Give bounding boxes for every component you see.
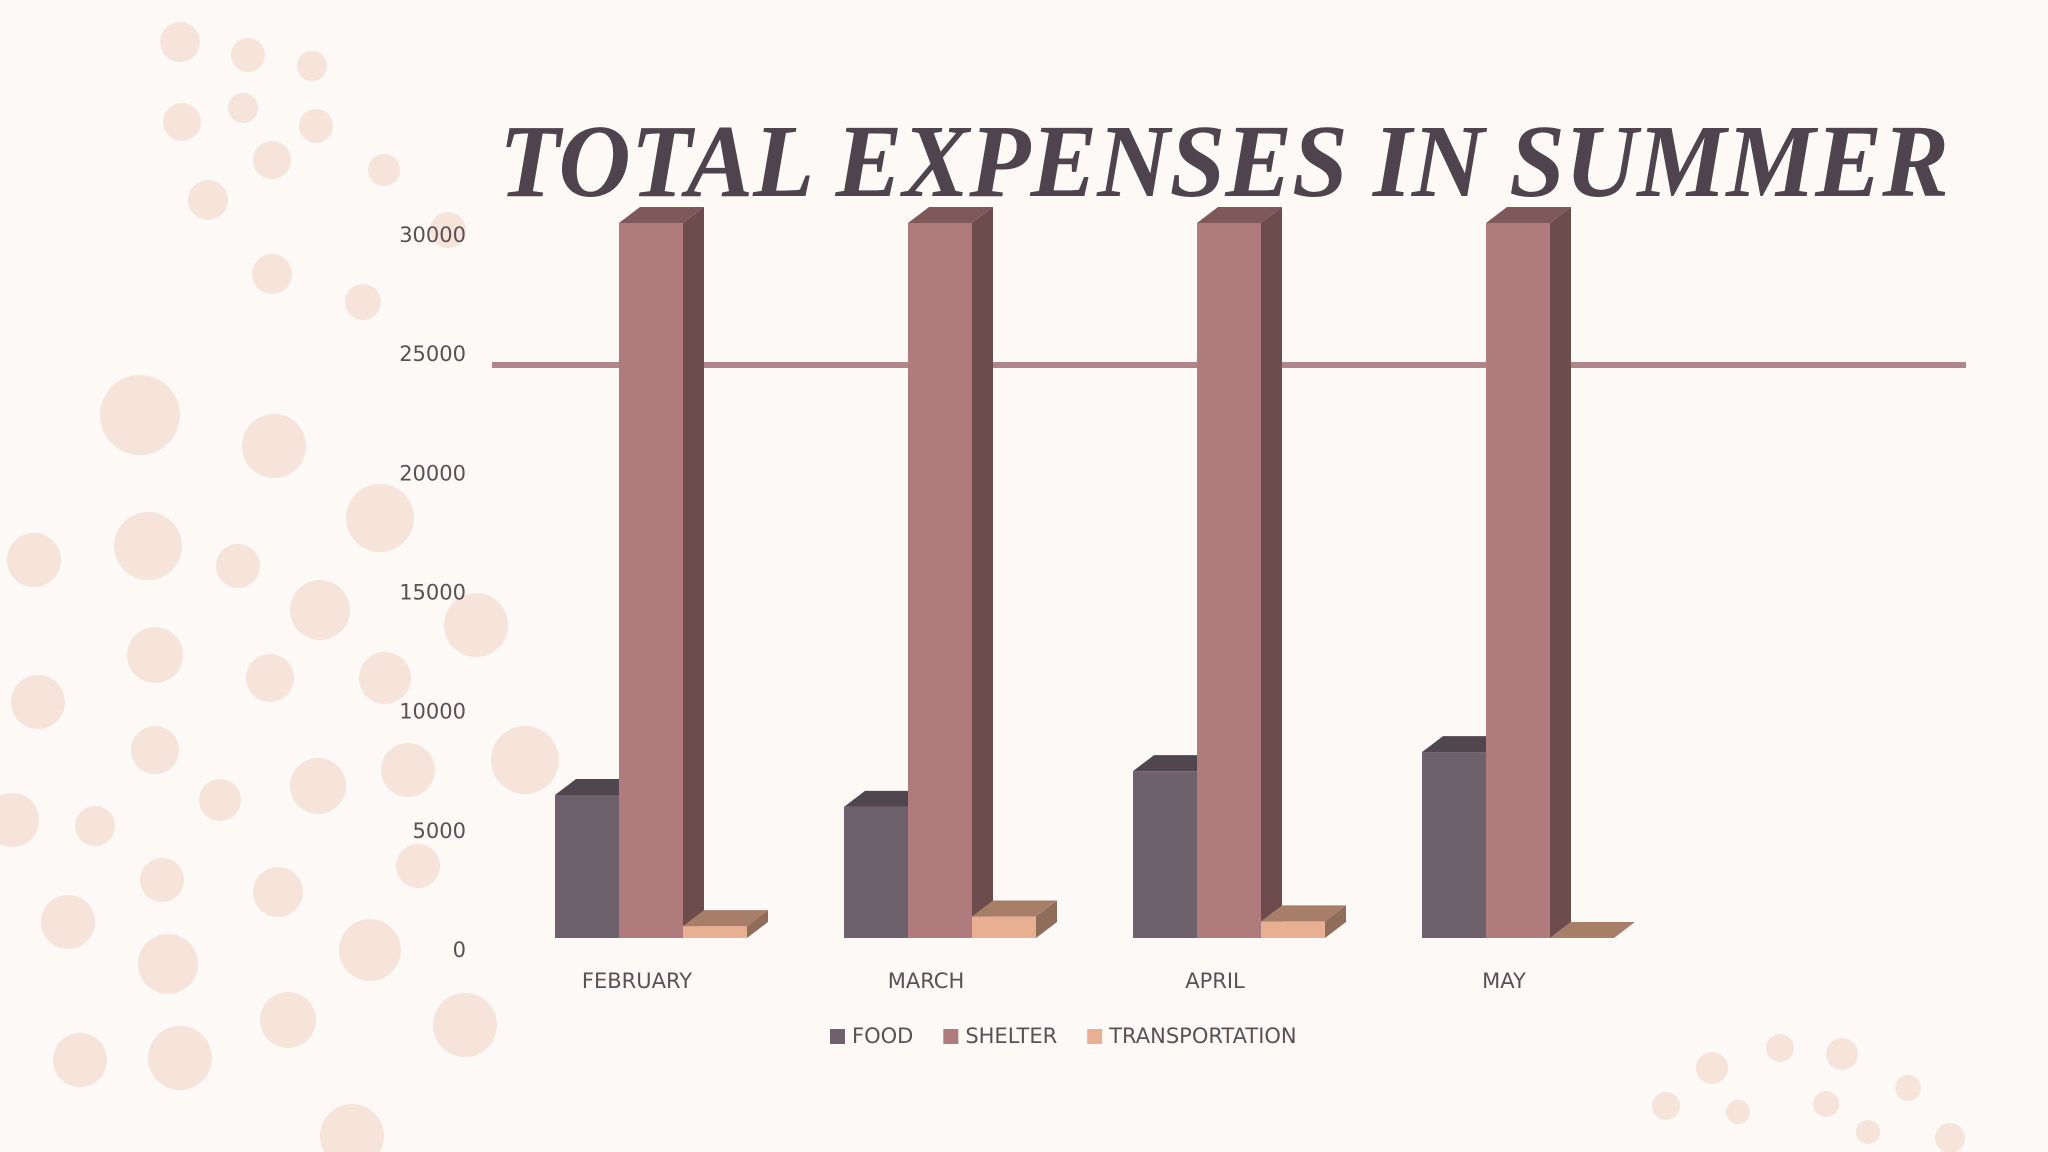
plot: 0 5000 10000 15000 20000 25000 30000 FEBRUARY MA… <box>399 207 1635 1048</box>
y-tick-label: 10000 <box>399 700 466 724</box>
bar-side <box>972 207 993 938</box>
y-tick-label: 30000 <box>399 223 466 247</box>
chart-title: TOTAL EXPENSES IN SUMMER <box>499 104 1949 219</box>
bar-top <box>1486 207 1571 223</box>
bar-front <box>555 795 619 938</box>
decoration-dots <box>0 22 1965 1152</box>
legend-label: FOOD <box>852 1024 913 1048</box>
bar-top <box>972 900 1057 917</box>
y-tick-label: 25000 <box>399 342 466 366</box>
bar <box>1550 922 1635 938</box>
bar-top <box>844 790 929 807</box>
bar-side <box>1550 207 1571 938</box>
bar-front <box>972 916 1036 938</box>
bar-side <box>1261 207 1282 938</box>
x-tick-label: FEBRUARY <box>582 969 692 993</box>
bar <box>619 207 704 938</box>
bar-front <box>1197 223 1261 938</box>
legend-label: TRANSPORTATION <box>1108 1024 1296 1048</box>
bar-front <box>1261 921 1325 938</box>
bar <box>972 900 1057 938</box>
legend-swatch <box>943 1029 959 1044</box>
bar-side <box>683 207 704 938</box>
bar-top <box>1197 207 1282 223</box>
bar-front <box>844 806 908 938</box>
x-tick-label: MARCH <box>888 969 964 993</box>
legend-swatch <box>830 1029 845 1044</box>
bar-top <box>555 779 640 795</box>
bar-front <box>1133 771 1197 938</box>
bar-front <box>1422 752 1486 938</box>
y-tick-label: 5000 <box>413 819 466 843</box>
bar <box>1486 207 1571 938</box>
bar-side <box>747 910 768 938</box>
legend-swatch <box>1087 1029 1103 1044</box>
bar-front <box>908 223 972 938</box>
bar <box>1261 905 1346 938</box>
bar <box>683 910 768 938</box>
y-tick-label: 15000 <box>399 581 466 605</box>
x-tick-label: MAY <box>1482 969 1526 993</box>
bar-top <box>619 207 704 223</box>
bar-front <box>619 223 683 938</box>
bar-top <box>1261 905 1346 922</box>
y-tick-label: 20000 <box>399 461 466 485</box>
bar-side <box>1036 900 1057 938</box>
bar <box>1197 207 1282 938</box>
bar-top <box>1550 922 1635 938</box>
bar-side <box>1325 905 1346 938</box>
bar <box>908 207 993 938</box>
x-tick-label: APRIL <box>1185 969 1245 993</box>
bar-front <box>1486 223 1550 938</box>
bar-top <box>908 207 993 223</box>
bar-top <box>1133 755 1218 772</box>
legend-label: SHELTER <box>965 1024 1057 1048</box>
bar-top <box>683 910 768 927</box>
y-tick-label: 0 <box>453 938 466 962</box>
bar-top <box>1422 736 1507 753</box>
bar-front <box>683 926 747 938</box>
